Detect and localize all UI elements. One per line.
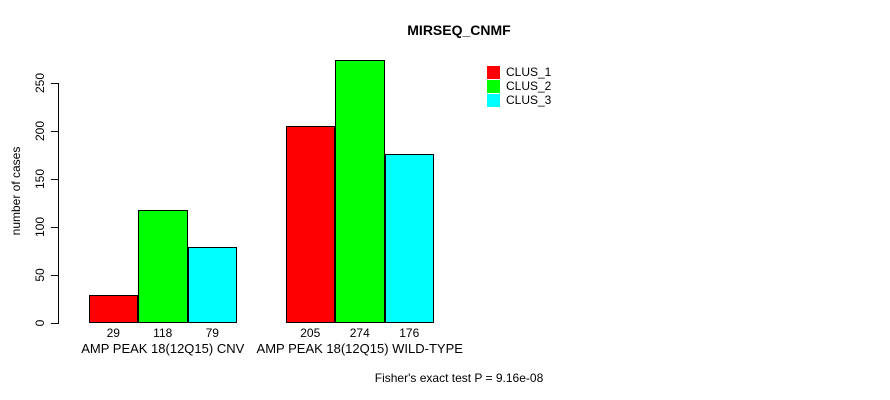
y-tick-mark <box>51 322 58 324</box>
y-tick-label: 100 <box>33 216 47 238</box>
bar-value-label: 274 <box>349 326 370 340</box>
bar-clus_2-group1 <box>138 209 188 323</box>
legend-item-clus_1: CLUS_1 <box>487 65 551 79</box>
y-tick-mark <box>51 178 58 180</box>
category-label: AMP PEAK 18(12Q15) WILD-TYPE <box>256 341 463 356</box>
legend-item-clus_2: CLUS_2 <box>487 79 551 93</box>
legend-item-clus_3: CLUS_3 <box>487 93 551 107</box>
bar-clus_3-group2 <box>384 154 434 323</box>
y-tick-mark <box>51 274 58 276</box>
bar-clus_3-group1 <box>187 247 237 323</box>
bar-value-label: 176 <box>399 326 420 340</box>
bar-clus_1-group1 <box>88 295 138 323</box>
y-tick-label: 150 <box>33 168 47 190</box>
legend-swatch-icon <box>487 79 500 93</box>
annotation-text: Fisher's exact test P = 9.16e-08 <box>374 371 544 385</box>
legend-label: CLUS_1 <box>506 65 552 79</box>
y-axis-label: number of cases <box>9 146 23 236</box>
y-tick-label: 50 <box>33 268 47 282</box>
bar-value-label: 118 <box>153 326 173 340</box>
bar-clus_1-group2 <box>285 126 335 323</box>
legend-swatch-icon <box>487 65 500 79</box>
category-label: AMP PEAK 18(12Q15) CNV <box>81 341 245 356</box>
y-tick-mark <box>51 82 58 84</box>
y-tick-mark <box>51 130 58 132</box>
y-tick-label: 200 <box>33 120 47 142</box>
legend: CLUS_1 CLUS_2 CLUS_3 <box>487 65 551 107</box>
bar-value-label: 79 <box>205 326 219 340</box>
bar-value-label: 205 <box>300 326 321 340</box>
bar-clus_2-group2 <box>335 59 385 323</box>
bar-value-label: 29 <box>106 326 120 340</box>
legend-label: CLUS_3 <box>506 93 552 107</box>
y-axis <box>58 83 59 324</box>
legend-swatch-icon <box>487 93 500 107</box>
chart-title: MIRSEQ_CNMF <box>407 22 511 38</box>
legend-label: CLUS_2 <box>506 79 552 93</box>
y-tick-label: 0 <box>33 319 47 327</box>
y-tick-mark <box>51 226 58 228</box>
y-tick-label: 250 <box>33 72 47 94</box>
